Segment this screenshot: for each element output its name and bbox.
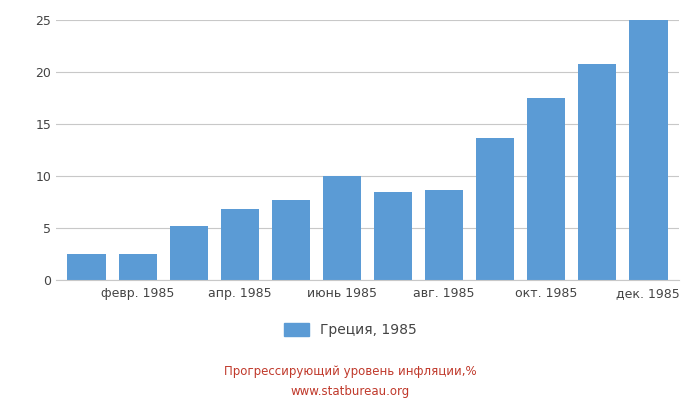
Bar (67, 254, 106, 280)
Bar (425, 190, 463, 280)
Bar (220, 209, 259, 280)
Bar (374, 192, 412, 280)
Bar (527, 98, 566, 280)
Bar (272, 200, 310, 280)
Text: Прогрессирующий уровень инфляции,%: Прогрессирующий уровень инфляции,% (224, 366, 476, 378)
Bar (169, 226, 208, 280)
Bar (578, 64, 617, 280)
Bar (629, 20, 668, 280)
Legend: Греция, 1985: Греция, 1985 (284, 323, 416, 337)
Text: www.statbureau.org: www.statbureau.org (290, 386, 410, 398)
Bar (476, 138, 514, 280)
Bar (323, 176, 361, 280)
Bar (118, 254, 157, 280)
